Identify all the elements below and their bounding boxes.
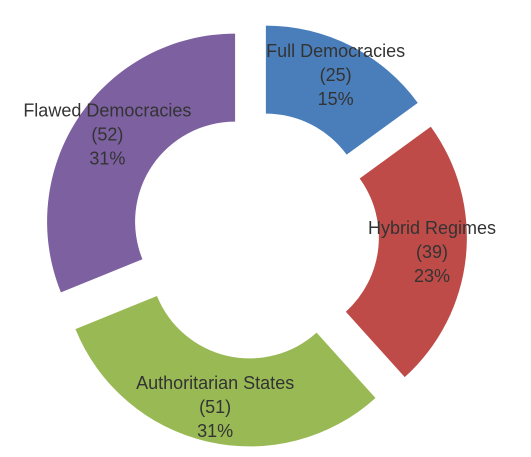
donut-slice: [265, 25, 418, 155]
donut-slice: [345, 126, 467, 378]
slice-share: 23%: [414, 266, 450, 286]
donut-slice: [47, 33, 236, 293]
slice-count: (51): [199, 397, 231, 417]
slice-count: (39): [416, 242, 448, 262]
slice-count: (52): [91, 124, 123, 144]
slice-count: (25): [320, 65, 352, 85]
slice-share: 31%: [89, 148, 125, 168]
slice-share: 15%: [318, 89, 354, 109]
slice-category: Authoritarian States: [136, 373, 294, 393]
slice-category: Full Democracies: [266, 41, 405, 61]
donut-slice: [75, 296, 376, 447]
slice-category: Flawed Democracies: [23, 100, 191, 120]
slice-share: 31%: [197, 421, 233, 441]
slice-category: Hybrid Regimes: [368, 218, 496, 238]
